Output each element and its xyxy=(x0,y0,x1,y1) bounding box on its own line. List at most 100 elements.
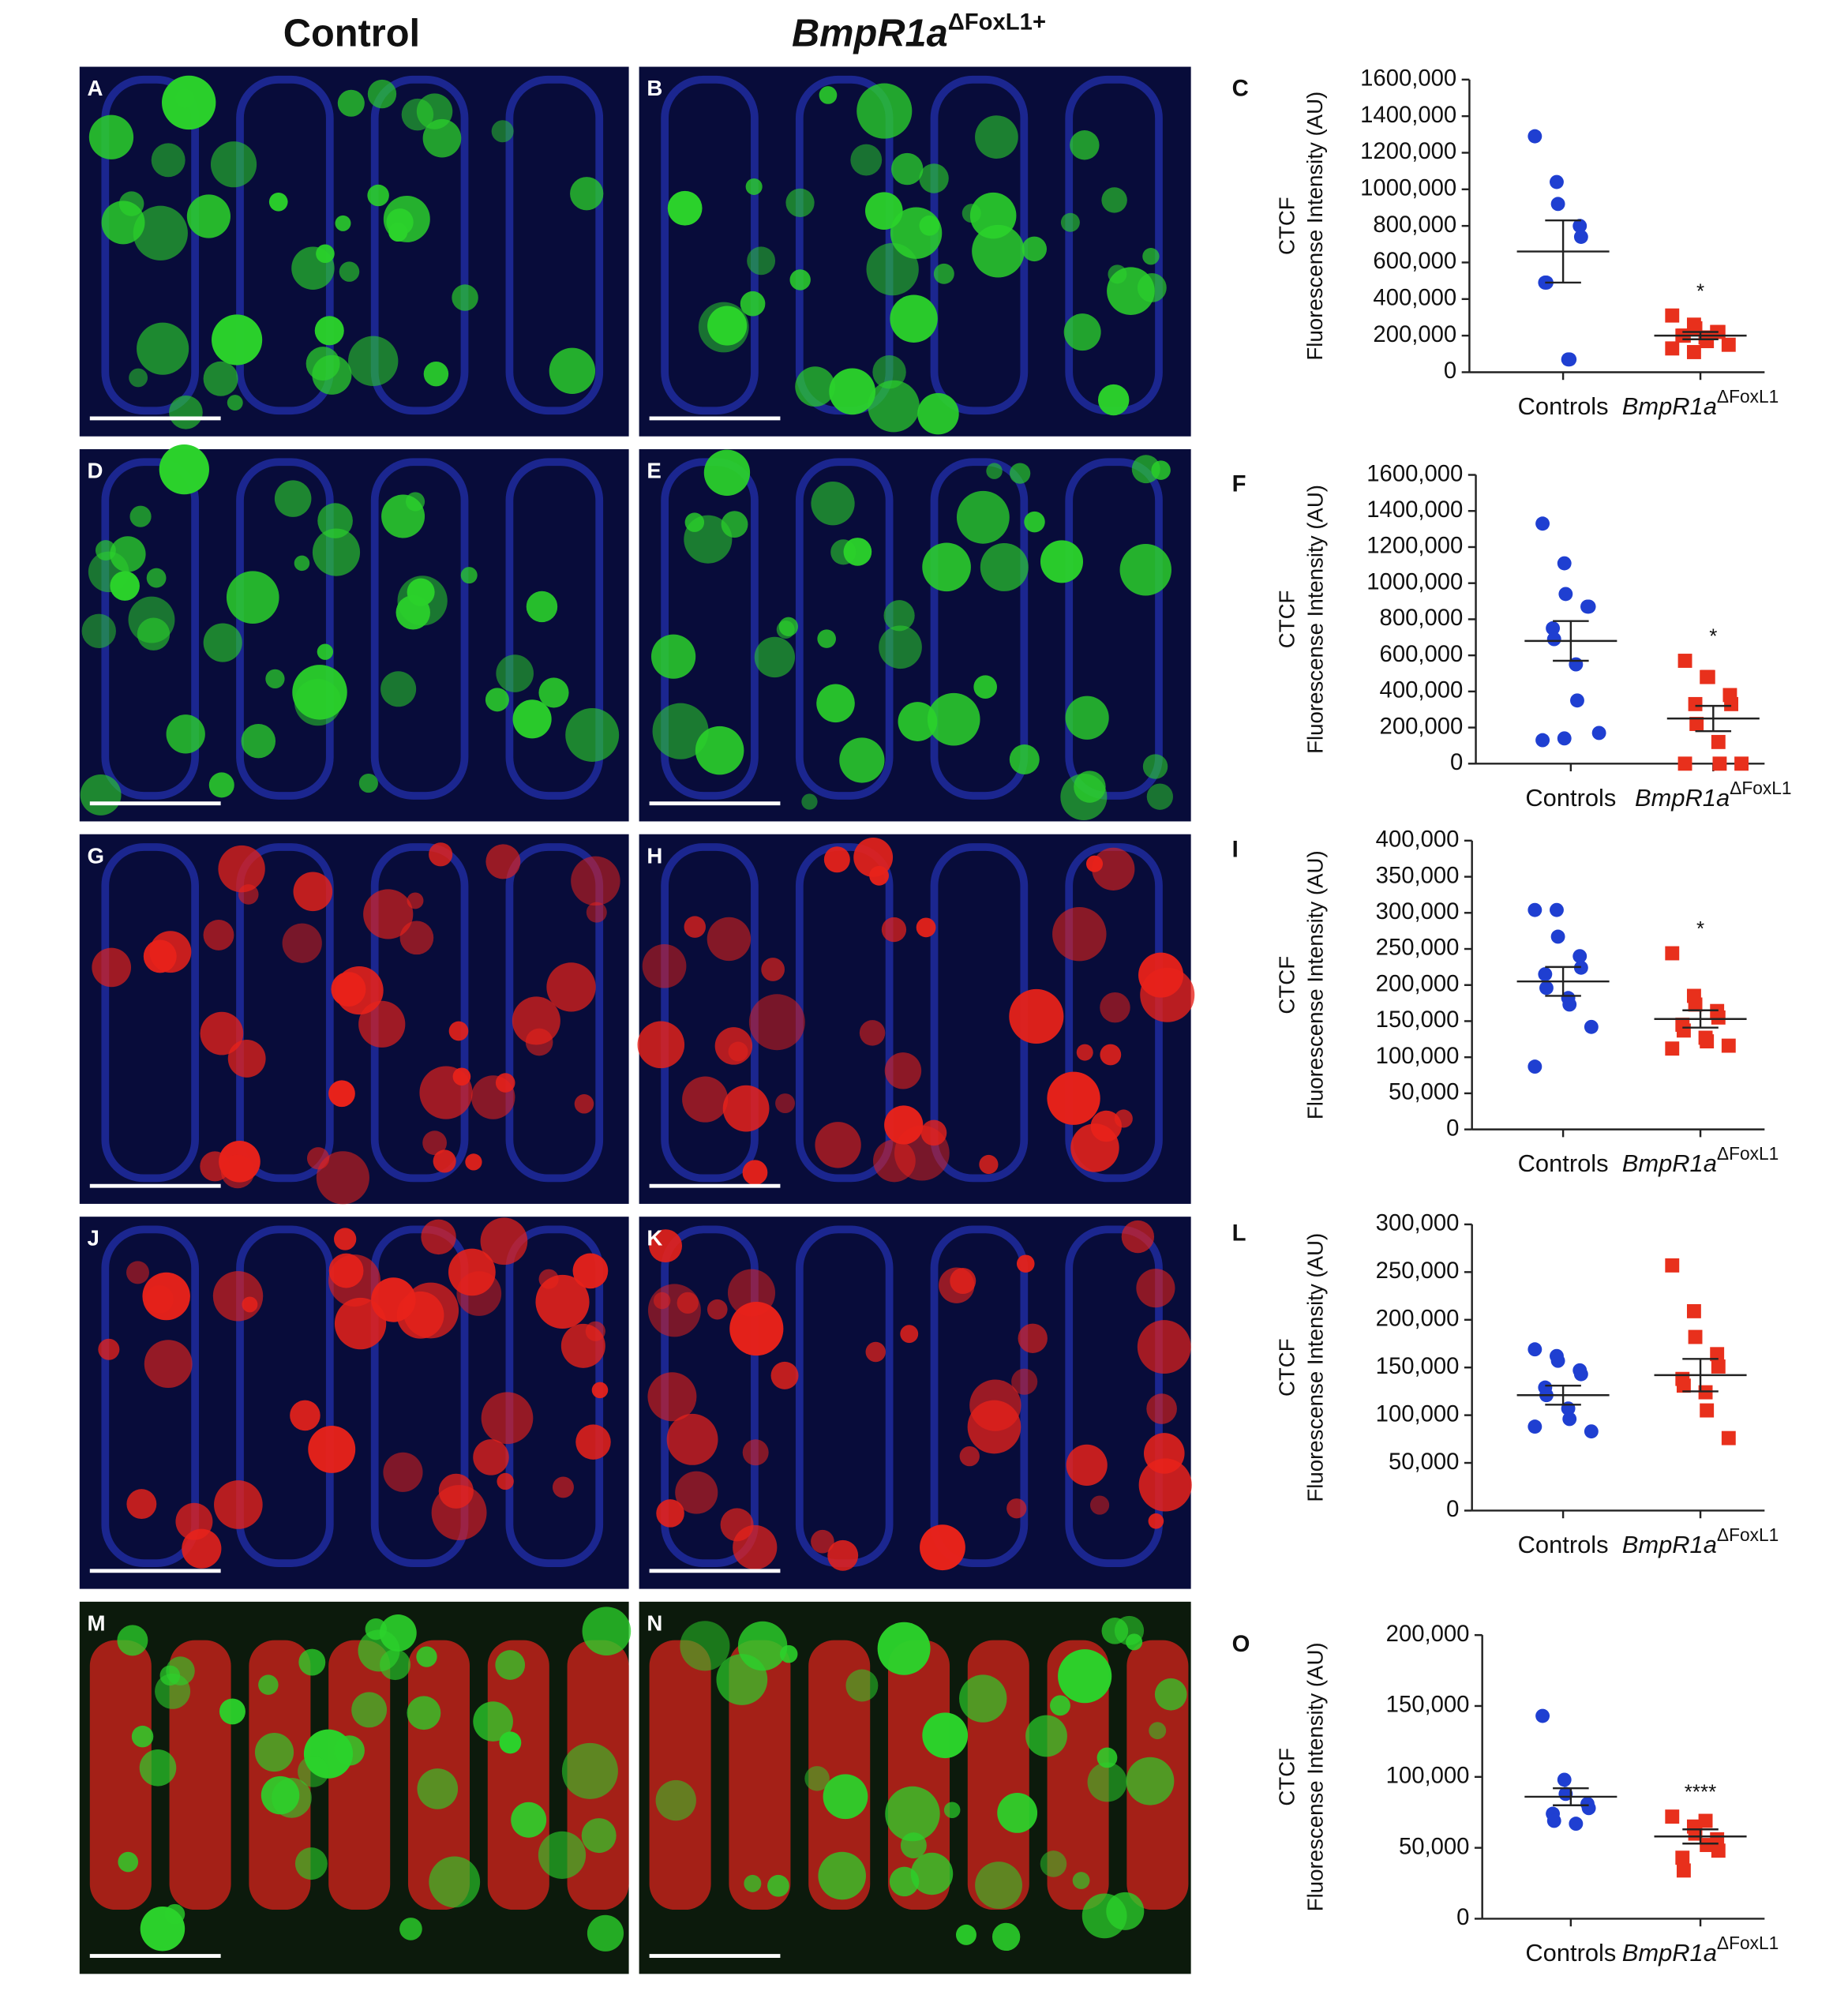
crypt-outline xyxy=(101,75,199,415)
cell xyxy=(133,205,188,261)
cell xyxy=(959,1445,980,1467)
cell xyxy=(582,1607,632,1655)
y-axis-label: CTCF xyxy=(1274,1748,1299,1806)
data-point xyxy=(1558,587,1573,602)
cell xyxy=(879,625,922,669)
cell xyxy=(1142,248,1160,265)
cell xyxy=(328,1253,364,1288)
cell xyxy=(737,1621,788,1671)
cell xyxy=(1142,754,1168,779)
y-axis-label: CTCF xyxy=(1274,1338,1299,1397)
cell xyxy=(748,994,805,1051)
data-point xyxy=(1711,1010,1726,1025)
cell xyxy=(1146,1393,1177,1424)
cell xyxy=(637,1021,685,1069)
cell xyxy=(481,1392,534,1445)
category-name: Controls xyxy=(1518,392,1609,420)
x-tick-label: BmpR1aΔFoxL1 xyxy=(1622,386,1779,420)
y-axis-label: CTCF xyxy=(1274,197,1299,255)
cell xyxy=(399,1918,422,1940)
y-tick-label: 200,000 xyxy=(1376,971,1460,996)
y-tick-label: 50,000 xyxy=(1399,1834,1469,1859)
cell xyxy=(1025,1715,1067,1757)
cell xyxy=(1121,1220,1155,1254)
cell xyxy=(1100,992,1130,1023)
panel-letter: D xyxy=(88,459,103,483)
x-tick-label: BmpR1aΔFoxL1 xyxy=(1622,1143,1779,1177)
cell xyxy=(456,1271,502,1316)
cell xyxy=(1076,1044,1093,1061)
data-point xyxy=(1675,1850,1690,1865)
cell xyxy=(433,1149,456,1173)
cell xyxy=(1154,1678,1187,1711)
cell xyxy=(581,1818,617,1854)
micrograph: G xyxy=(79,834,629,1205)
data-point xyxy=(1562,997,1577,1012)
cell xyxy=(219,1698,246,1725)
category-name: Controls xyxy=(1518,1531,1609,1558)
cell xyxy=(1137,1320,1191,1374)
significance: **** xyxy=(1685,1780,1716,1804)
cell xyxy=(480,1217,528,1265)
cell xyxy=(511,1802,547,1838)
cell xyxy=(314,316,344,346)
cell xyxy=(1081,1893,1127,1939)
data-point xyxy=(1665,946,1680,961)
cell xyxy=(1119,543,1171,596)
data-point xyxy=(1535,1708,1550,1723)
cell xyxy=(884,1052,922,1089)
panel-letter: J xyxy=(88,1226,99,1250)
crypt-outline xyxy=(370,75,469,415)
crypt-outline xyxy=(930,458,1029,800)
cell xyxy=(969,192,1017,239)
cell xyxy=(959,1674,1007,1723)
cell xyxy=(129,368,148,388)
panel-letter: L xyxy=(1232,1221,1246,1247)
cell xyxy=(407,892,424,909)
y-tick-label: 0 xyxy=(1446,1115,1459,1141)
cell xyxy=(159,444,209,495)
cell xyxy=(1066,1444,1108,1486)
cell xyxy=(272,1778,312,1818)
panel-letter: B xyxy=(647,76,662,100)
cell xyxy=(139,1749,177,1787)
data-point xyxy=(1539,981,1554,996)
cell xyxy=(227,1039,266,1078)
panel-letter: K xyxy=(647,1226,662,1250)
cell xyxy=(1021,236,1047,262)
cell xyxy=(317,503,353,538)
cell xyxy=(675,1471,718,1514)
cell xyxy=(254,1733,294,1772)
cell xyxy=(334,1735,365,1766)
y-tick-label: 200,000 xyxy=(1380,714,1464,739)
cell xyxy=(575,1424,611,1460)
cell xyxy=(986,463,1003,479)
data-point xyxy=(1581,599,1596,614)
crypt-outline xyxy=(370,1225,469,1567)
cell xyxy=(218,845,265,893)
panel-letter: N xyxy=(647,1610,662,1635)
micrograph: D xyxy=(79,444,629,822)
cell xyxy=(997,1792,1038,1833)
cell xyxy=(955,1924,976,1945)
cell xyxy=(1052,906,1107,962)
cell xyxy=(1018,1323,1048,1353)
cell xyxy=(358,1000,406,1048)
cell xyxy=(538,1269,559,1289)
y-tick-label: 1600,000 xyxy=(1366,461,1463,486)
crypt-outline xyxy=(101,1225,199,1567)
y-tick-label: 1600,000 xyxy=(1360,66,1456,92)
cell xyxy=(839,737,885,783)
cell xyxy=(1126,1757,1175,1805)
cell xyxy=(900,1325,919,1344)
cell xyxy=(226,571,279,624)
crypt-outline xyxy=(236,843,334,1183)
cell xyxy=(526,591,558,623)
cell xyxy=(722,1085,770,1132)
y-tick-label: 150,000 xyxy=(1386,1693,1470,1718)
data-point xyxy=(1711,1843,1726,1858)
data-point xyxy=(1557,1772,1572,1787)
data-point xyxy=(1700,1838,1715,1852)
cell xyxy=(881,917,907,943)
cell xyxy=(1085,855,1104,872)
